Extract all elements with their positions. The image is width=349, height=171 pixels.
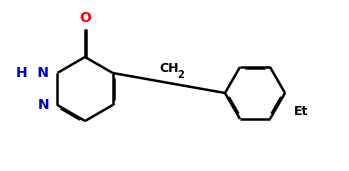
Text: 2: 2 — [178, 70, 184, 80]
Text: Et: Et — [294, 105, 309, 118]
Text: O: O — [79, 11, 91, 25]
Text: CH: CH — [159, 62, 179, 75]
Text: H  N: H N — [16, 66, 49, 80]
Text: N: N — [38, 98, 49, 112]
